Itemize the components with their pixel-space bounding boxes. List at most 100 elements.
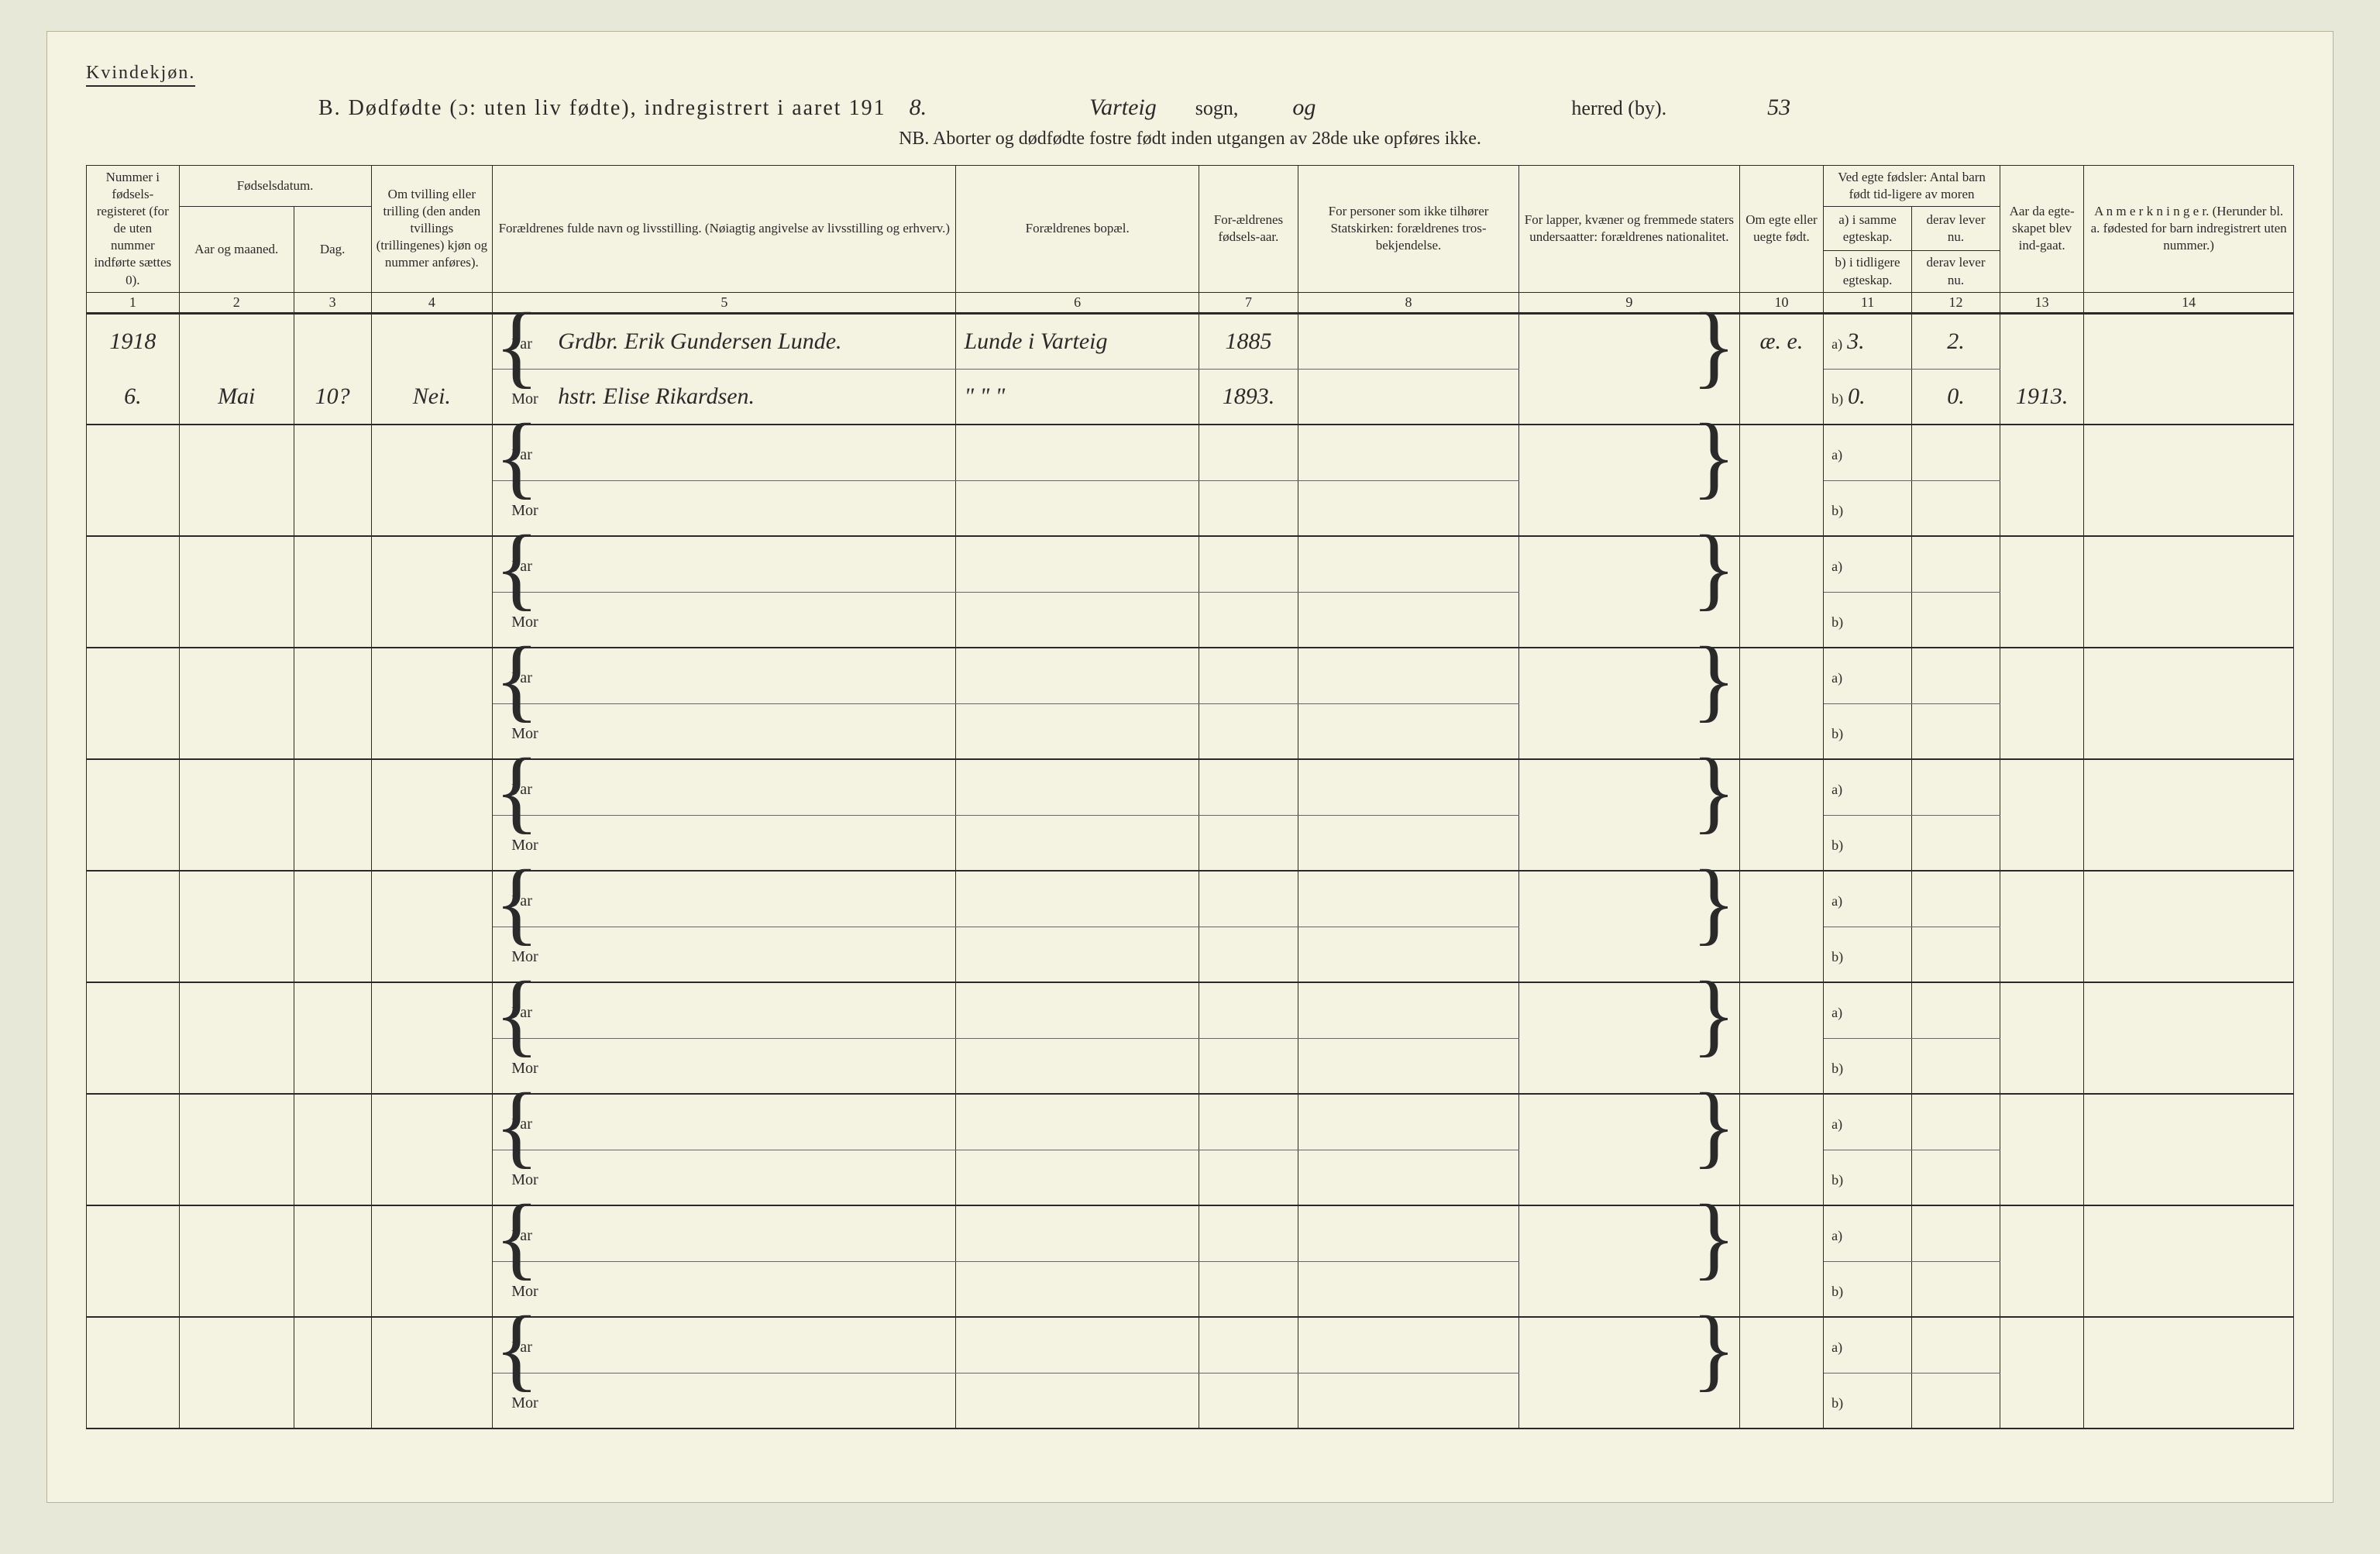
- parish-handwritten: Varteig: [1089, 95, 1157, 121]
- cell-num: [87, 1094, 180, 1150]
- cell-residence: [956, 592, 1199, 648]
- cell-residence: " " ": [956, 369, 1199, 425]
- cell-children-living: 0.: [1912, 369, 2000, 425]
- cell-month: [179, 759, 294, 815]
- cell-parents: Morhstr. Elise Rikardsen.: [493, 369, 956, 425]
- col-23-header: Fødselsdatum.: [179, 166, 371, 207]
- cell-day: [294, 927, 371, 982]
- table-row: Fara): [87, 1094, 2294, 1150]
- table-row: Fara): [87, 1317, 2294, 1373]
- cell-twin: [371, 425, 493, 480]
- cell-legitimacy: [1739, 1317, 1823, 1373]
- col-5-header: Forældrenes fulde navn og livsstilling. …: [493, 166, 956, 293]
- parish-label: sogn,: [1195, 97, 1239, 120]
- table-row: Fara): [87, 982, 2294, 1038]
- cell-month: [179, 1373, 294, 1429]
- cell-residence: Lunde i Varteig: [956, 313, 1199, 369]
- header-line: Kvindekjøn.: [86, 63, 2294, 87]
- cell-remarks: [2084, 1261, 2294, 1317]
- cell-twin: [371, 313, 493, 369]
- cell-remarks: [2084, 369, 2294, 425]
- table-row: Morb): [87, 1261, 2294, 1317]
- cell-children-count: a): [1824, 1094, 1912, 1150]
- col-4-header: Om tvilling eller trilling (den anden tv…: [371, 166, 493, 293]
- cell-marriage-year: [2000, 1205, 2084, 1261]
- cell-nationality: [1518, 536, 1739, 592]
- cell-marriage-year: [2000, 759, 2084, 815]
- table-body: 1918FarGrdbr. Erik Gundersen Lunde.Lunde…: [87, 313, 2294, 1429]
- col-12a-header: derav lever nu.: [1912, 207, 2000, 251]
- cell-num: [87, 1317, 180, 1373]
- cell-residence: [956, 1261, 1199, 1317]
- cell-remarks: [2084, 480, 2294, 536]
- cell-parents: Mor: [493, 1373, 956, 1429]
- cell-day: [294, 1317, 371, 1373]
- cell-children-count: b): [1824, 1373, 1912, 1429]
- cell-num: [87, 815, 180, 871]
- cell-num: [87, 982, 180, 1038]
- cell-parents: Far: [493, 871, 956, 927]
- register-table: Nummer i fødsels-registeret (for de uten…: [86, 165, 2294, 1429]
- cell-marriage-year: [2000, 1038, 2084, 1094]
- cell-marriage-year: [2000, 1317, 2084, 1373]
- cell-residence: [956, 759, 1199, 815]
- cell-birthyear: [1199, 648, 1298, 703]
- cell-legitimacy: [1739, 927, 1823, 982]
- table-row: Mor b): [87, 1373, 2294, 1429]
- colnum-12: 12: [1912, 292, 2000, 313]
- cell-month: [179, 648, 294, 703]
- col-9-header: For lapper, kvæner og fremmede staters u…: [1518, 166, 1739, 293]
- cell-legitimacy: [1739, 648, 1823, 703]
- cell-num: [87, 592, 180, 648]
- cell-legitimacy: [1739, 1094, 1823, 1150]
- cell-residence: [956, 1038, 1199, 1094]
- cell-children-count: a): [1824, 871, 1912, 927]
- cell-religion: [1298, 592, 1519, 648]
- col-1112-header: Ved egte fødsler: Antal barn født tid-li…: [1824, 166, 2000, 207]
- cell-parents: Far: [493, 425, 956, 480]
- cell-num: [87, 425, 180, 480]
- cell-legitimacy: [1739, 480, 1823, 536]
- cell-nationality: [1518, 648, 1739, 703]
- cell-residence: [956, 1317, 1199, 1373]
- cell-children-living: [1912, 1038, 2000, 1094]
- cell-parents: Far: [493, 1317, 956, 1373]
- cell-num: [87, 1150, 180, 1205]
- cell-children-living: [1912, 1261, 2000, 1317]
- cell-birthyear: [1199, 1317, 1298, 1373]
- cell-marriage-year: [2000, 480, 2084, 536]
- cell-month: Mai: [179, 369, 294, 425]
- cell-month: [179, 703, 294, 759]
- cell-religion: [1298, 648, 1519, 703]
- cell-children-count: b): [1824, 703, 1912, 759]
- cell-marriage-year: [2000, 1094, 2084, 1150]
- cell-legitimacy: [1739, 1150, 1823, 1205]
- cell-residence: [956, 536, 1199, 592]
- cell-legitimacy: [1739, 759, 1823, 815]
- cell-children-count: a): [1824, 648, 1912, 703]
- cell-residence: [956, 815, 1199, 871]
- cell-month: [179, 1261, 294, 1317]
- cell-remarks: [2084, 1373, 2294, 1429]
- cell-num: 1918: [87, 313, 180, 369]
- colnum-1: 1: [87, 292, 180, 313]
- cell-religion: [1298, 871, 1519, 927]
- cell-religion: [1298, 480, 1519, 536]
- cell-remarks: [2084, 1038, 2294, 1094]
- cell-month: [179, 1317, 294, 1373]
- colnum-10: 10: [1739, 292, 1823, 313]
- cell-day: [294, 313, 371, 369]
- cell-legitimacy: [1739, 1261, 1823, 1317]
- cell-children-count: b)0.: [1824, 369, 1912, 425]
- cell-children-living: [1912, 480, 2000, 536]
- cell-remarks: [2084, 313, 2294, 369]
- cell-religion: [1298, 759, 1519, 815]
- cell-children-count: a)3.: [1824, 313, 1912, 369]
- cell-twin: [371, 592, 493, 648]
- colnum-14: 14: [2084, 292, 2294, 313]
- cell-residence: [956, 1150, 1199, 1205]
- nb-note: NB. Aborter og dødfødte fostre født inde…: [86, 129, 2294, 150]
- cell-nationality: [1518, 982, 1739, 1038]
- col-6-header: Forældrenes bopæl.: [956, 166, 1199, 293]
- cell-children-living: [1912, 425, 2000, 480]
